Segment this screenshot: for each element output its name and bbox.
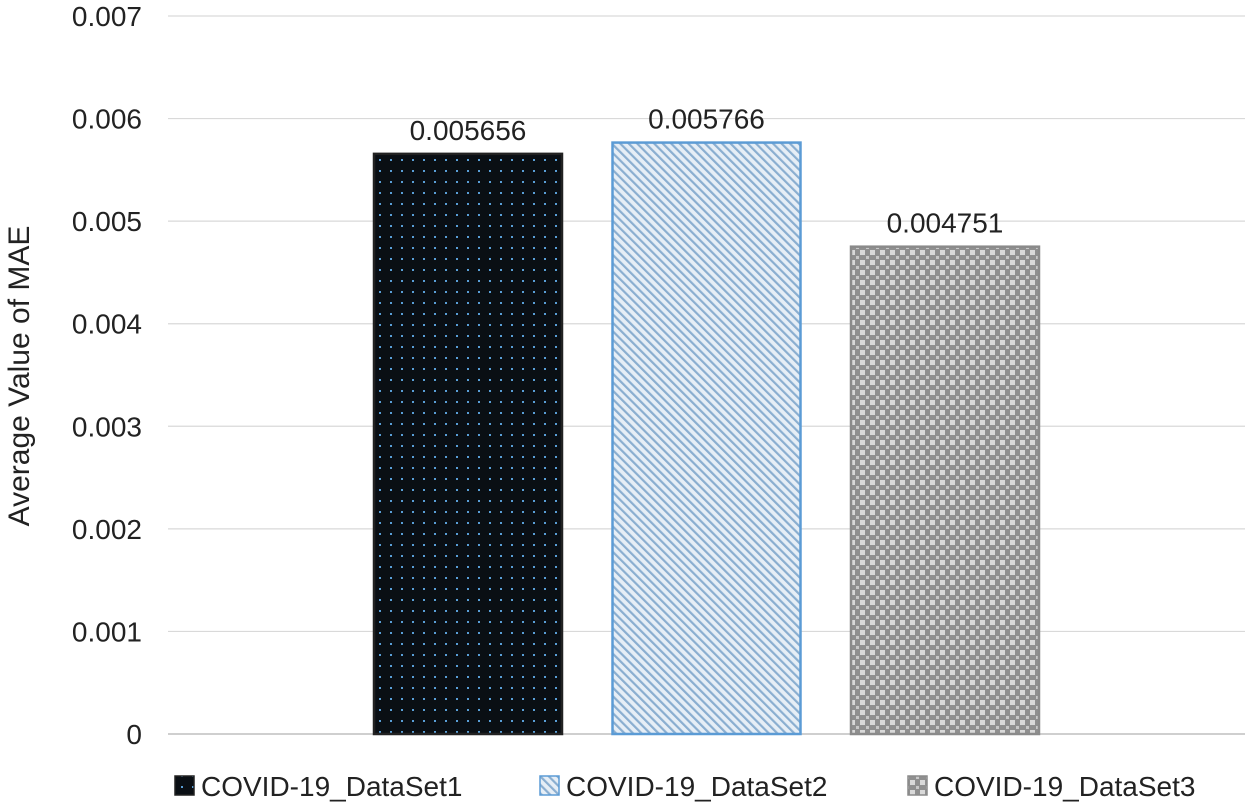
y-tick-label: 0.004 (72, 309, 142, 340)
legend-label: COVID-19_DataSet1 (201, 771, 462, 802)
y-tick-label: 0.001 (72, 616, 142, 647)
legend-swatch (174, 775, 195, 796)
y-tick-label: 0.002 (72, 514, 142, 545)
y-tick-label: 0.005 (72, 206, 142, 237)
bar-value-label: 0.004751 (887, 208, 1004, 239)
legend-swatch (539, 775, 560, 796)
legend-label: COVID-19_DataSet2 (566, 771, 827, 802)
y-tick-label: 0.007 (72, 1, 142, 32)
bar-value-label: 0.005766 (648, 104, 765, 135)
legend: COVID-19_DataSet1 COVID-19_DataSet2 COVID-… (174, 771, 1195, 802)
y-tick-label: 0.003 (72, 411, 142, 442)
bar-covid-19-dataset3 (849, 245, 1041, 736)
legend-swatch (907, 775, 928, 796)
bars (372, 141, 1041, 736)
legend-label: COVID-19_DataSet3 (934, 771, 1195, 802)
y-tick-label: 0.006 (72, 104, 142, 135)
y-axis-tick-labels: 0 0.001 0.002 0.003 0.004 0.005 0.006 0.007 (72, 1, 142, 750)
bar-value-labels: 0.005656 0.005766 0.004751 (410, 104, 1004, 239)
bar-covid-19-dataset1 (372, 152, 564, 736)
bar-value-label: 0.005656 (410, 115, 527, 146)
y-axis-label: Average Value of MAE (3, 226, 36, 527)
bar-covid-19-dataset2 (611, 141, 802, 736)
y-tick-label: 0 (126, 719, 142, 750)
